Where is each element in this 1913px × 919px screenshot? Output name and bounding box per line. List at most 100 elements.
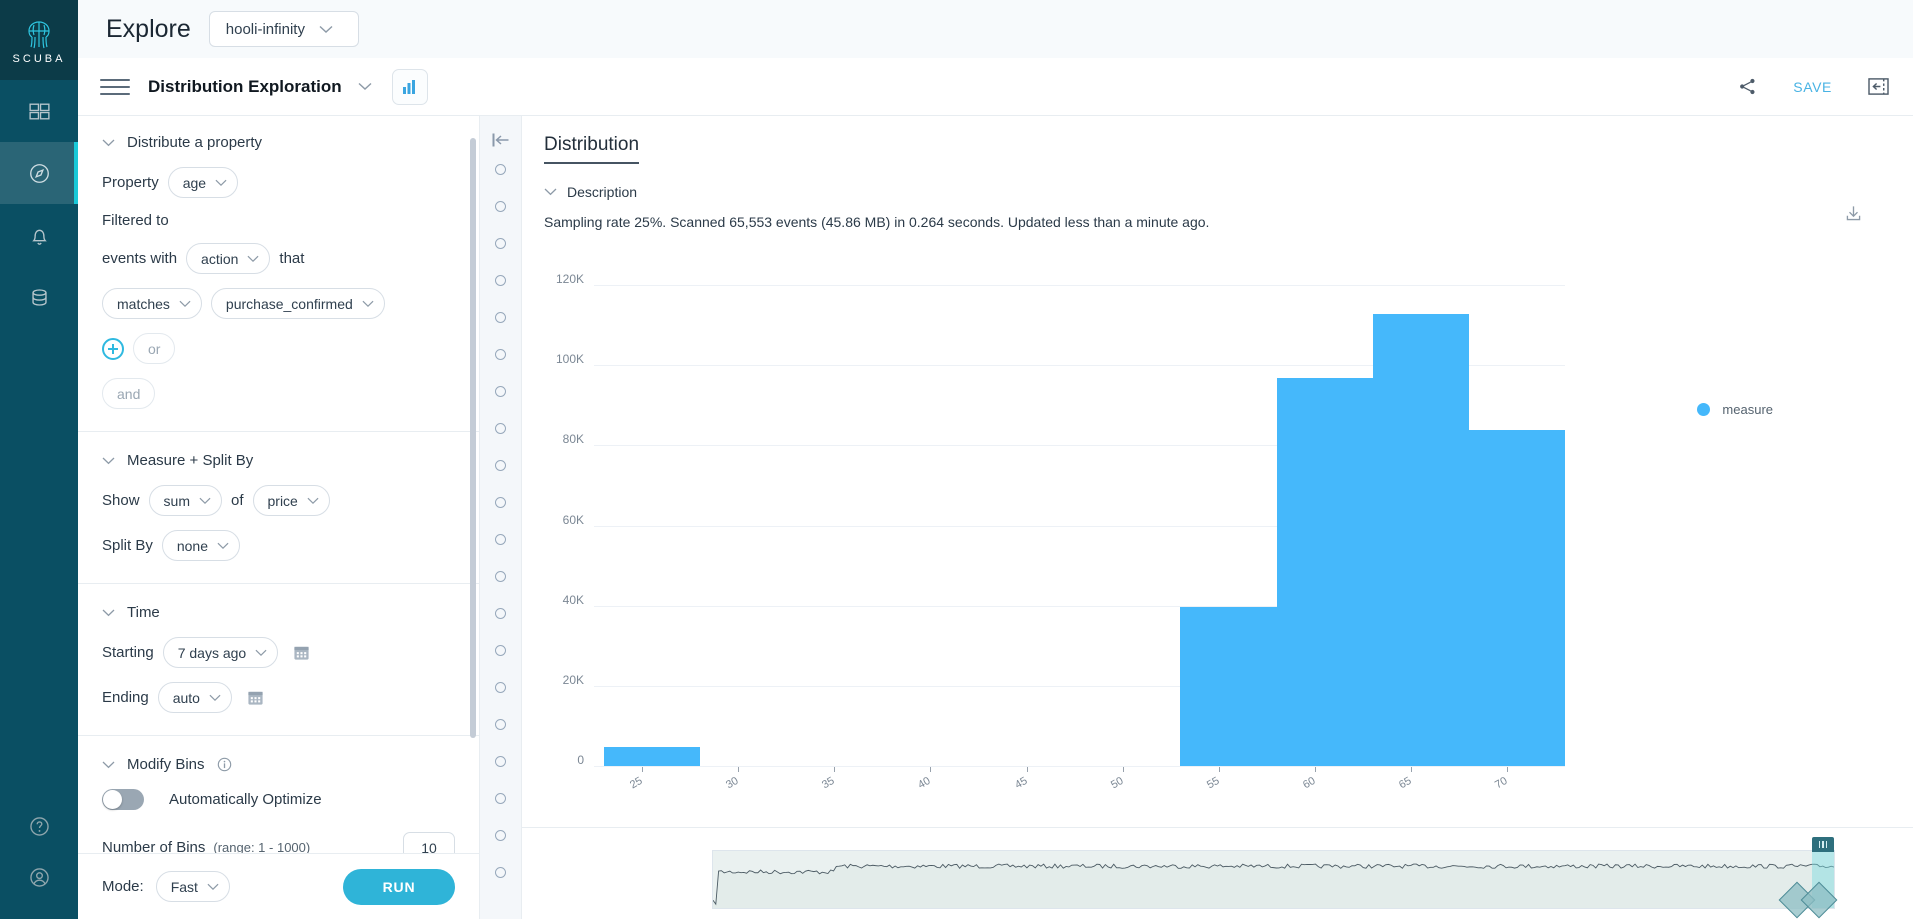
step-marker[interactable] bbox=[495, 608, 506, 619]
chevron-down-icon bbox=[215, 179, 227, 186]
control-panel-scrollbar[interactable] bbox=[470, 138, 476, 738]
show-row: Show sum of price bbox=[102, 485, 455, 516]
x-axis-tick-label: 60 bbox=[1301, 774, 1318, 792]
chart-bar[interactable] bbox=[1180, 606, 1277, 766]
step-marker[interactable] bbox=[495, 497, 506, 508]
step-marker[interactable] bbox=[495, 793, 506, 804]
step-marker[interactable] bbox=[495, 164, 506, 175]
step-marker[interactable] bbox=[495, 756, 506, 767]
sub-bar-actions: SAVE bbox=[1738, 77, 1889, 96]
step-marker[interactable] bbox=[495, 349, 506, 360]
chart-bar[interactable] bbox=[1276, 378, 1373, 766]
filter-and-button[interactable]: and bbox=[102, 378, 156, 409]
chart-bar[interactable] bbox=[1372, 314, 1469, 766]
filter-or-button[interactable]: or bbox=[133, 333, 176, 364]
starting-select[interactable]: 7 days ago bbox=[162, 637, 279, 668]
collapse-panel-button[interactable] bbox=[491, 132, 511, 148]
section-header-distribute[interactable]: Distribute a property bbox=[102, 134, 455, 151]
y-axis-tick-label: 40K bbox=[562, 592, 584, 607]
dataset-selector-value: hooli-infinity bbox=[225, 20, 305, 38]
share-button[interactable] bbox=[1738, 77, 1757, 96]
dataset-selector[interactable]: hooli-infinity bbox=[208, 11, 359, 47]
collapse-right-panel-button[interactable] bbox=[1868, 77, 1889, 96]
step-marker[interactable] bbox=[495, 645, 506, 656]
save-button[interactable]: SAVE bbox=[1793, 78, 1832, 95]
step-marker[interactable] bbox=[495, 312, 506, 323]
step-marker[interactable] bbox=[495, 534, 506, 545]
chart-plot-area: 0 20K 40K 60K 80K 100K 120K 25 30 35 40 45 50 55 60 65 7… bbox=[556, 266, 1565, 791]
chart-type-button[interactable] bbox=[391, 68, 428, 105]
y-axis-tick-label: 120K bbox=[555, 272, 584, 287]
section-header-time[interactable]: Time bbox=[102, 604, 455, 621]
filter-clause-row-1: events with action that bbox=[102, 243, 455, 274]
step-marker[interactable] bbox=[495, 386, 506, 397]
starting-value: 7 days ago bbox=[177, 644, 247, 661]
rail-item-account[interactable] bbox=[0, 857, 78, 919]
filter-property-select[interactable]: action bbox=[186, 243, 271, 274]
distribution-chart: 0 20K 40K 60K 80K 100K 120K 25 30 35 40 45 50 55 60 65 7… bbox=[544, 252, 1885, 819]
exploration-menu-button[interactable] bbox=[358, 82, 372, 91]
step-marker[interactable] bbox=[495, 682, 506, 693]
step-marker[interactable] bbox=[495, 719, 506, 730]
x-axis-tick-label: 25 bbox=[628, 774, 645, 792]
sub-bar: Distribution Exploration bbox=[78, 58, 1913, 116]
ending-select[interactable]: auto bbox=[157, 682, 232, 713]
time-range-box[interactable] bbox=[712, 837, 1838, 919]
description-toggle[interactable]: Description bbox=[544, 184, 1913, 200]
x-axis-tick-mark bbox=[1315, 767, 1317, 772]
step-marker[interactable] bbox=[495, 460, 506, 471]
rail-item-dashboards[interactable] bbox=[0, 80, 78, 142]
step-marker[interactable] bbox=[495, 238, 506, 249]
of-label: of bbox=[230, 492, 244, 509]
chart-bar[interactable] bbox=[1468, 430, 1565, 766]
chart-bar[interactable] bbox=[603, 746, 700, 766]
time-range-handle-grip[interactable] bbox=[1812, 837, 1834, 852]
y-axis-tick-label: 60K bbox=[562, 512, 584, 527]
brand-logo[interactable]: SCUBA bbox=[0, 0, 78, 80]
filter-value-select[interactable]: purchase_confirmed bbox=[210, 288, 385, 319]
rail-item-data[interactable] bbox=[0, 266, 78, 328]
hamburger-icon[interactable] bbox=[100, 72, 130, 102]
number-of-bins-input[interactable] bbox=[403, 832, 455, 853]
split-by-select[interactable]: none bbox=[161, 530, 241, 561]
chart-legend: measure bbox=[1697, 402, 1773, 417]
rail-item-help[interactable] bbox=[0, 795, 78, 857]
legend-label[interactable]: measure bbox=[1722, 402, 1773, 417]
auto-optimize-toggle[interactable] bbox=[102, 789, 144, 810]
rail-item-alerts[interactable] bbox=[0, 204, 78, 266]
x-axis-tick-mark bbox=[642, 767, 644, 772]
filter-or-label: or bbox=[148, 340, 161, 357]
x-axis-tick-mark bbox=[1122, 767, 1124, 772]
filter-operator-select[interactable]: matches bbox=[102, 288, 202, 319]
step-marker[interactable] bbox=[495, 571, 506, 582]
step-marker[interactable] bbox=[495, 423, 506, 434]
run-button[interactable]: RUN bbox=[343, 868, 455, 905]
section-header-bins[interactable]: Modify Bins bbox=[102, 756, 455, 773]
section-title: Measure + Split By bbox=[127, 452, 254, 469]
property-label: Property bbox=[102, 174, 159, 191]
ending-calendar-button[interactable] bbox=[247, 689, 264, 706]
step-marker[interactable] bbox=[495, 830, 506, 841]
x-axis-tick-label: 55 bbox=[1204, 774, 1222, 792]
control-panel-footer: Mode: Fast RUN bbox=[78, 853, 479, 919]
measure-field-select[interactable]: price bbox=[252, 485, 330, 516]
rail-item-explore[interactable] bbox=[0, 142, 78, 204]
download-button[interactable] bbox=[1844, 204, 1863, 223]
bins-info-button[interactable] bbox=[217, 757, 232, 772]
legend-swatch bbox=[1697, 403, 1711, 416]
x-axis-tick-mark bbox=[738, 767, 740, 772]
aggregate-select[interactable]: sum bbox=[148, 485, 222, 516]
section-header-measure[interactable]: Measure + Split By bbox=[102, 452, 455, 469]
mode-select[interactable]: Fast bbox=[155, 871, 230, 902]
info-circle-icon bbox=[217, 757, 231, 772]
starting-calendar-button[interactable] bbox=[293, 644, 310, 661]
add-filter-button[interactable] bbox=[102, 337, 124, 360]
step-marker[interactable] bbox=[495, 275, 506, 286]
toggle-knob bbox=[103, 790, 122, 809]
step-marker[interactable] bbox=[495, 201, 506, 212]
ending-row: Ending auto bbox=[102, 682, 455, 713]
step-marker[interactable] bbox=[495, 867, 506, 878]
section-title: Modify Bins bbox=[127, 756, 205, 773]
description-text: Sampling rate 25%. Scanned 65,553 events… bbox=[544, 214, 1210, 230]
property-select[interactable]: age bbox=[167, 167, 239, 198]
